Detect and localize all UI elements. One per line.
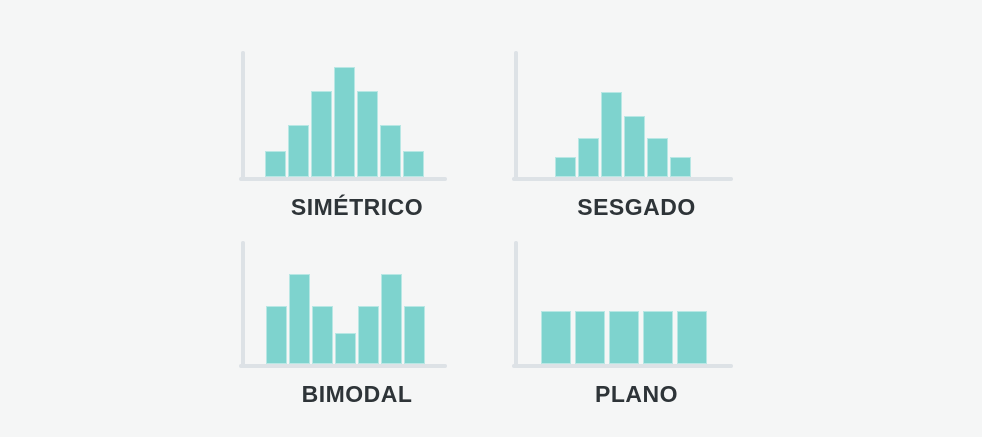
histogram-bar [601, 92, 622, 177]
chart-cell-bimodal: BIMODAL [239, 241, 447, 408]
x-axis [239, 177, 447, 181]
histogram-bar [647, 138, 668, 177]
histogram-bar [677, 311, 707, 364]
chart-sesgado [512, 51, 733, 181]
y-axis [241, 241, 245, 368]
histogram-bar [335, 333, 356, 364]
histogram-bar [380, 125, 401, 177]
x-axis [239, 364, 447, 368]
chart-simetrico [239, 51, 447, 181]
y-axis [514, 241, 518, 368]
histogram-bar [555, 157, 576, 177]
bars-group [541, 311, 707, 364]
histogram-bar [381, 274, 402, 364]
chart-cell-sesgado: SESGADO [512, 51, 733, 221]
chart-title-bimodal: BIMODAL [301, 381, 413, 407]
histogram-bar [578, 138, 599, 177]
histogram-bar [357, 91, 378, 177]
histogram-bar [265, 151, 286, 177]
histogram-bar [609, 311, 639, 364]
histogram-bar [266, 306, 287, 364]
histogram-bar [403, 151, 424, 177]
histogram-bar [575, 311, 605, 364]
bars-group [266, 274, 425, 364]
histogram-bar [541, 311, 571, 364]
histogram-bar [289, 274, 310, 364]
bars-group [555, 92, 691, 177]
chart-cell-plano: PLANO [512, 241, 733, 408]
chart-title-plano: PLANO [595, 381, 678, 407]
chart-title-sesgado: SESGADO [577, 194, 696, 220]
histogram-bar [288, 125, 309, 177]
bars-group [265, 67, 424, 177]
chart-title-simetrico: SIMÉTRICO [290, 194, 424, 220]
y-axis [514, 51, 518, 181]
histogram-bar [670, 157, 691, 177]
chart-cell-simetrico: SIMÉTRICO [239, 51, 447, 221]
x-axis [512, 177, 733, 181]
y-axis [241, 51, 245, 181]
histogram-bar [334, 67, 355, 177]
chart-bimodal [239, 241, 447, 368]
histogram-bar [358, 306, 379, 364]
histogram-bar [624, 116, 645, 177]
histogram-bar [404, 306, 425, 364]
histogram-bar [643, 311, 673, 364]
histogram-bar [312, 306, 333, 364]
histogram-bar [311, 91, 332, 177]
chart-plano [512, 241, 733, 368]
x-axis [512, 364, 733, 368]
